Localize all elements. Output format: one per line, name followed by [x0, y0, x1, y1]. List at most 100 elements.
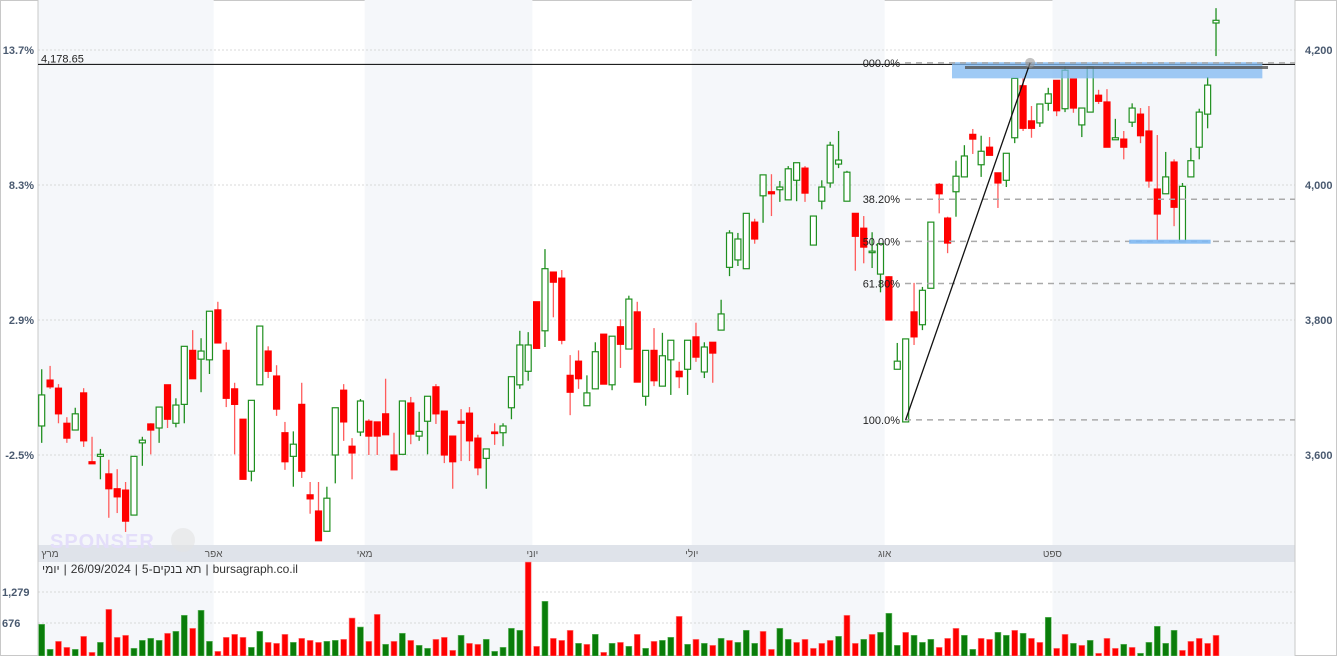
candle-down	[885, 276, 893, 321]
candle-up	[289, 443, 297, 457]
volume-bar	[239, 636, 247, 656]
candle-up	[658, 355, 667, 387]
candle-down	[432, 386, 440, 415]
volume-bar	[617, 642, 624, 656]
candle-up	[583, 392, 591, 407]
candle-down	[449, 435, 457, 463]
candle-down	[214, 309, 222, 344]
volume-bar	[331, 640, 339, 656]
volume-bar	[1170, 629, 1178, 656]
support-mark	[1129, 239, 1211, 244]
candle-down	[994, 172, 1002, 184]
fib-trend-line	[905, 62, 1031, 421]
candle-down	[1120, 138, 1128, 148]
candle-down	[231, 388, 239, 405]
volume-bar	[474, 643, 482, 656]
volume-bar	[164, 632, 171, 656]
candle-down	[801, 167, 809, 194]
candle-up	[834, 159, 843, 165]
candle-down	[985, 146, 994, 156]
volume-bar	[357, 626, 364, 656]
volume-bar	[105, 609, 113, 656]
candle-up	[138, 439, 146, 444]
volume-bar	[189, 627, 196, 656]
volume-bar	[306, 640, 314, 656]
drawings: 4,178.65 000.0% 38.20% 50.00% 61.80% 100.0%	[38, 53, 1295, 427]
volume-bar	[441, 636, 448, 656]
candle-down	[1069, 78, 1078, 109]
volume-bar	[348, 617, 356, 656]
volume-bar	[1061, 634, 1069, 656]
volume-bar	[1128, 647, 1136, 656]
volume-bar	[650, 640, 658, 656]
candle-up	[591, 351, 599, 390]
volume-bar	[281, 634, 289, 656]
candle-up	[927, 221, 935, 289]
header-site: bursagraph.co.il	[212, 562, 298, 576]
header-sep: |	[63, 562, 67, 576]
volume-bar	[122, 634, 129, 656]
volume-bar	[1195, 638, 1203, 656]
volume-bar	[55, 640, 62, 656]
header-date: 26/09/2024	[70, 562, 131, 576]
candle-down	[121, 489, 130, 522]
volume-bar	[826, 640, 834, 656]
volume-bar	[784, 638, 792, 656]
price-tick-label: 3,800	[1305, 315, 1333, 327]
candle-up	[902, 338, 910, 423]
candle-down	[558, 277, 566, 341]
volume-bar	[986, 638, 993, 656]
candle-up	[818, 186, 826, 202]
volume-bar	[315, 642, 322, 656]
month-label: אוג	[878, 549, 892, 560]
volume-bar	[533, 645, 540, 656]
candle-up	[331, 407, 339, 456]
volume-bar	[684, 643, 691, 656]
candle-down	[574, 360, 583, 380]
candle-up	[541, 268, 549, 332]
volume-bar	[843, 614, 851, 656]
candle-down	[692, 336, 700, 358]
candle-up	[1002, 152, 1010, 181]
percent-tick-label: 8.3%	[9, 180, 34, 192]
volume-bar	[1028, 638, 1035, 656]
volume-bar	[558, 640, 566, 656]
candle-up	[952, 175, 960, 193]
candle-up	[323, 497, 331, 532]
volume-bar	[675, 616, 683, 656]
volume-bar	[139, 640, 146, 656]
volume-bar	[373, 614, 381, 656]
volume-bar	[541, 601, 549, 656]
volume-bar	[961, 634, 968, 656]
volume-bar	[877, 632, 884, 656]
volume-bar	[801, 638, 809, 656]
candle-down	[1136, 113, 1145, 137]
volume-bar	[323, 640, 331, 656]
volume-bar	[97, 642, 104, 656]
volume-bar	[88, 651, 96, 656]
candle-up	[256, 325, 264, 386]
candle-down	[306, 494, 314, 500]
candle-up	[642, 349, 650, 397]
volume-bar	[608, 643, 616, 656]
volume-bar	[566, 629, 574, 656]
volume-bar	[977, 638, 985, 656]
volume-bar	[742, 629, 750, 656]
candle-up	[96, 453, 105, 457]
candle-down	[348, 445, 356, 454]
candle-up	[155, 406, 163, 429]
candle-up	[524, 344, 532, 372]
volume-bar	[248, 647, 255, 656]
volume-bar	[734, 642, 742, 656]
volume-bar	[432, 638, 440, 656]
candle-down	[46, 379, 54, 388]
volume-bar	[399, 632, 406, 656]
candle-up	[356, 400, 365, 433]
volume-bar	[860, 638, 868, 656]
volume-bar	[1070, 643, 1077, 656]
volume-bar	[71, 649, 79, 656]
candle-up	[130, 455, 138, 516]
candle-up	[843, 171, 851, 202]
volume-bar	[499, 647, 507, 656]
